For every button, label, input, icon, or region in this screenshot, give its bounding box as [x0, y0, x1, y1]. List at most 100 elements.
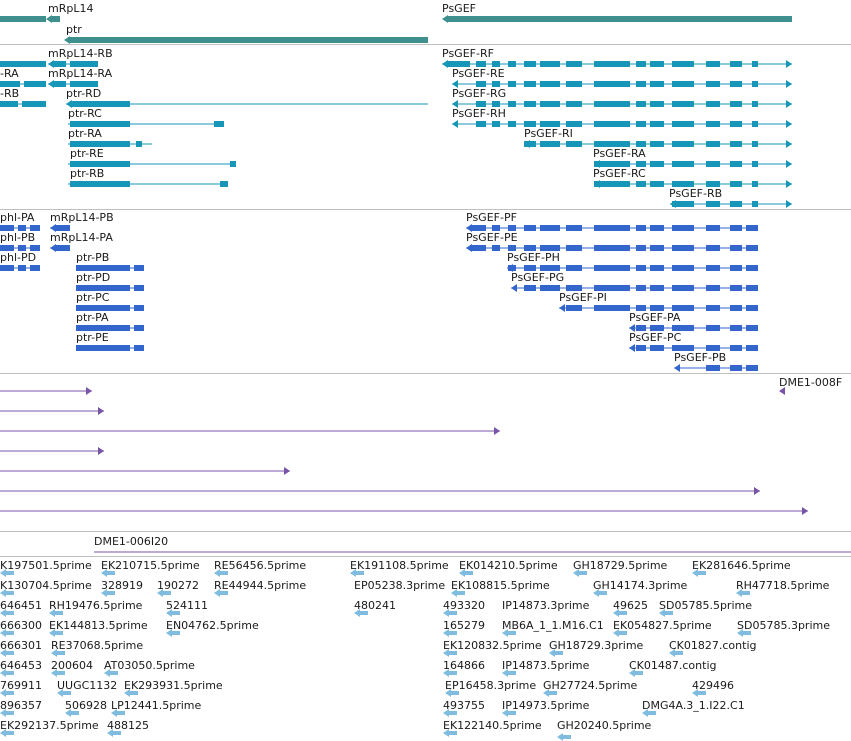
- cdna-strand-arrow[interactable]: [754, 487, 760, 495]
- transcript-model-strand-arrow[interactable]: [66, 100, 72, 108]
- est-label[interactable]: IP14873.3prime: [502, 599, 590, 612]
- transcript-end[interactable]: [786, 120, 792, 128]
- protein-model-exon[interactable]: [18, 245, 26, 251]
- protein-model-exon[interactable]: [746, 245, 758, 251]
- est-label[interactable]: RE56456.5prime: [214, 559, 307, 572]
- protein-model-exon[interactable]: [76, 265, 130, 271]
- protein-model-exon[interactable]: [650, 305, 664, 311]
- protein-model-strand-arrow[interactable]: [629, 344, 635, 352]
- transcript-model-exon[interactable]: [650, 61, 664, 67]
- transcript-model-strand-arrow[interactable]: [452, 120, 458, 128]
- transcript-model-strand-arrow[interactable]: [48, 80, 54, 88]
- protein-model-exon[interactable]: [76, 345, 130, 351]
- est-marker[interactable]: [451, 589, 457, 597]
- est-marker[interactable]: [63, 691, 71, 695]
- transcript-label[interactable]: PsGEF-RH: [452, 107, 506, 120]
- protein-model-exon[interactable]: [636, 345, 646, 351]
- transcript-model-exon[interactable]: [566, 101, 582, 107]
- transcript-model-exon[interactable]: [752, 121, 758, 127]
- protein-label[interactable]: PsGEF-PI: [559, 291, 607, 304]
- transcript-model-exon[interactable]: [508, 81, 516, 87]
- gene-label[interactable]: mRpL14: [48, 2, 94, 15]
- transcript-end[interactable]: [786, 180, 792, 188]
- transcript-label[interactable]: PsGEF-RA: [593, 147, 646, 160]
- protein-model-exon[interactable]: [706, 265, 720, 271]
- est-marker[interactable]: [502, 709, 508, 717]
- transcript-model-exon[interactable]: [672, 61, 694, 67]
- transcript-model-exon[interactable]: [594, 81, 630, 87]
- protein-model-exon[interactable]: [746, 345, 758, 351]
- transcript-model-exon[interactable]: [508, 61, 516, 67]
- protein-label[interactable]: PsGEF-PC: [629, 331, 682, 344]
- transcript-model-exon[interactable]: [566, 81, 582, 87]
- est-label[interactable]: EK108815.5prime: [451, 579, 550, 592]
- protein-model-exon[interactable]: [636, 305, 646, 311]
- protein-model-exon[interactable]: [730, 345, 742, 351]
- transcript-label[interactable]: PsGEF-RB: [669, 187, 723, 200]
- protein-label[interactable]: ptr-PB: [76, 251, 110, 264]
- transcript-model-exon[interactable]: [706, 121, 720, 127]
- transcript-label[interactable]: PsGEF-RC: [593, 167, 646, 180]
- transcript-end[interactable]: [786, 60, 792, 68]
- est-label[interactable]: GH18729.5prime: [573, 559, 668, 572]
- est-label[interactable]: 646451: [0, 599, 42, 612]
- transcript-model-exon[interactable]: [492, 81, 500, 87]
- est-marker[interactable]: [635, 671, 643, 675]
- est-marker[interactable]: [104, 669, 110, 677]
- transcript-model-exon[interactable]: [730, 141, 742, 147]
- transcript-model-exon[interactable]: [650, 81, 664, 87]
- transcript-model-exon[interactable]: [594, 61, 630, 67]
- protein-label[interactable]: PsGEF-PB: [674, 351, 727, 364]
- est-marker[interactable]: [0, 709, 6, 717]
- protein-model-strand-arrow[interactable]: [466, 244, 472, 252]
- transcript-model-exon[interactable]: [70, 181, 130, 187]
- cdna-strand-arrow[interactable]: [98, 447, 104, 455]
- protein-model-exon[interactable]: [594, 225, 630, 231]
- protein-model-exon[interactable]: [470, 245, 486, 251]
- est-label[interactable]: 429496: [692, 679, 734, 692]
- protein-model-exon[interactable]: [76, 285, 130, 291]
- est-label[interactable]: GH27724.5prime: [543, 679, 638, 692]
- est-marker[interactable]: [214, 569, 220, 577]
- protein-model-exon[interactable]: [746, 225, 758, 231]
- protein-model-strand-arrow[interactable]: [507, 264, 513, 272]
- transcript-model-exon[interactable]: [492, 61, 500, 67]
- protein-model-exon[interactable]: [636, 285, 646, 291]
- transcript-model-exon[interactable]: [636, 181, 646, 187]
- est-marker[interactable]: [563, 735, 571, 739]
- est-marker[interactable]: [502, 629, 508, 637]
- transcript-model-exon[interactable]: [54, 61, 66, 67]
- transcript-model-exon[interactable]: [636, 141, 646, 147]
- est-marker[interactable]: [543, 689, 549, 697]
- est-label[interactable]: EK210715.5prime: [101, 559, 200, 572]
- protein-model-exon[interactable]: [636, 245, 646, 251]
- est-marker[interactable]: [101, 569, 107, 577]
- protein-model-exon[interactable]: [594, 245, 630, 251]
- est-label[interactable]: EK120832.5prime: [443, 639, 542, 652]
- est-marker[interactable]: [449, 631, 457, 635]
- transcript-model-exon[interactable]: [594, 121, 630, 127]
- est-marker[interactable]: [6, 671, 14, 675]
- transcript-model-exon[interactable]: [650, 161, 664, 167]
- transcript-model-strand-arrow[interactable]: [442, 60, 448, 68]
- est-marker[interactable]: [6, 591, 14, 595]
- transcript-model-exon[interactable]: [214, 121, 224, 127]
- est-marker[interactable]: [659, 609, 665, 617]
- est-marker[interactable]: [449, 711, 457, 715]
- protein-model-exon[interactable]: [594, 265, 630, 271]
- transcript-model-exon[interactable]: [730, 201, 742, 207]
- est-marker[interactable]: [220, 591, 228, 595]
- protein-model-exon[interactable]: [508, 245, 516, 251]
- est-marker[interactable]: [107, 729, 113, 737]
- transcript-model-exon[interactable]: [0, 61, 46, 67]
- protein-model-exon[interactable]: [672, 225, 694, 231]
- cdna-strand-arrow[interactable]: [98, 407, 104, 415]
- protein-model-exon[interactable]: [540, 285, 560, 291]
- protein-model-exon[interactable]: [746, 285, 758, 291]
- protein-model-exon[interactable]: [524, 245, 536, 251]
- transcript-label[interactable]: PsGEF-RE: [452, 67, 505, 80]
- est-marker[interactable]: [459, 569, 465, 577]
- est-marker[interactable]: [692, 569, 698, 577]
- protein-label[interactable]: ptr-PD: [76, 271, 111, 284]
- transcript-model-exon[interactable]: [636, 161, 646, 167]
